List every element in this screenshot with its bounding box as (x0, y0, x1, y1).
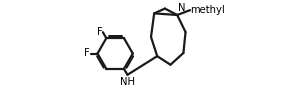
Text: N: N (178, 3, 185, 13)
Text: NH: NH (121, 77, 135, 87)
Text: F: F (97, 27, 102, 37)
Text: methyl: methyl (191, 5, 225, 15)
Text: F: F (84, 48, 90, 59)
